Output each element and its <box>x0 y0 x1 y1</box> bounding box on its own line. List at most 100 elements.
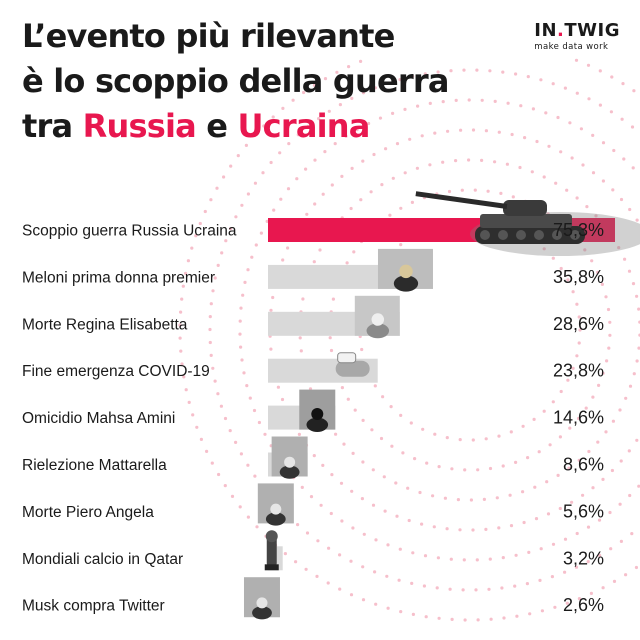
decor-dot <box>514 72 518 76</box>
category-label: Fine emergenza COVID-19 <box>22 363 210 380</box>
decor-dot <box>229 164 233 168</box>
decor-dot <box>278 151 282 155</box>
decor-dot <box>250 255 254 259</box>
decor-dot <box>361 565 365 569</box>
category-label: Morte Piero Angela <box>22 504 154 521</box>
decor-dot <box>394 481 398 485</box>
decor-dot <box>611 188 615 192</box>
decor-dot <box>382 475 386 479</box>
value-label: 14,6% <box>553 408 604 428</box>
decor-dot <box>386 606 390 610</box>
decor-dot <box>272 208 276 212</box>
decor-dot <box>300 485 304 489</box>
decor-dot <box>575 354 579 358</box>
decor-dot <box>471 438 475 442</box>
decor-dot <box>542 247 546 251</box>
decor-dot <box>421 427 425 431</box>
decor-dot <box>579 127 584 131</box>
decor-dot <box>203 209 207 214</box>
decor-dot <box>501 556 505 560</box>
decor-dot <box>471 528 475 532</box>
decor-dot <box>209 353 213 357</box>
decor-dot <box>559 389 563 394</box>
decor-dot <box>180 362 184 366</box>
decor-dot <box>449 557 453 561</box>
decor-dot <box>344 134 348 138</box>
decor-dot <box>390 444 394 448</box>
decor-dot <box>499 191 503 195</box>
decor-dot <box>423 72 427 76</box>
decor-dot <box>399 610 403 614</box>
decor-dot <box>239 452 243 456</box>
decor-dot <box>598 69 602 73</box>
decor-dot <box>385 574 389 578</box>
decor-dot <box>488 557 492 561</box>
decor-dot <box>255 525 259 529</box>
mask-shape <box>337 352 357 364</box>
decor-dot <box>321 463 325 467</box>
decor-dot <box>418 490 422 495</box>
decor-dot <box>186 259 190 263</box>
decor-dot <box>551 82 555 86</box>
decor-dot <box>497 526 501 530</box>
decor-dot <box>476 618 480 622</box>
decor-dot <box>257 420 261 425</box>
decor-dot <box>635 294 639 298</box>
decor-dot <box>546 512 551 516</box>
portrait-head <box>399 264 413 279</box>
decor-dot <box>608 333 612 337</box>
decor-dot <box>611 419 616 423</box>
decor-dot <box>296 133 300 137</box>
decor-dot <box>216 263 220 267</box>
decor-dot <box>574 565 579 569</box>
decor-dot <box>484 129 488 133</box>
decor-dot <box>587 97 591 101</box>
decor-dot <box>238 319 242 323</box>
decor-dot <box>526 456 530 460</box>
decor-dot <box>621 82 625 86</box>
page-title: L’evento più rilevante è lo scoppio dell… <box>22 14 542 149</box>
decor-dot <box>349 559 353 563</box>
decor-dot <box>459 128 463 132</box>
decor-dot <box>391 111 395 115</box>
decor-dot <box>495 496 499 500</box>
decor-dot <box>601 586 605 590</box>
decor-dot <box>306 124 310 128</box>
decor-dot <box>446 129 450 133</box>
decor-dot <box>397 578 401 582</box>
decor-dot <box>286 187 291 191</box>
decor-dot <box>269 160 273 165</box>
decor-dot <box>535 139 539 144</box>
decor-dot <box>304 167 308 171</box>
decor-dot <box>558 435 563 439</box>
decor-dot <box>213 276 217 280</box>
decor-dot <box>522 520 526 525</box>
decor-dot <box>228 429 232 433</box>
decor-dot <box>253 474 257 478</box>
decor-dot <box>601 371 605 375</box>
decor-dot <box>467 158 471 162</box>
decor-dot <box>597 518 602 522</box>
decor-dot <box>184 388 188 392</box>
decor-dot <box>403 107 407 111</box>
decor-dot <box>575 531 579 536</box>
decor-dot <box>488 69 492 73</box>
decor-dot <box>502 616 506 620</box>
decor-dot <box>458 528 462 532</box>
decor-dot <box>209 198 213 202</box>
decor-dot <box>340 174 344 178</box>
decor-dot <box>598 553 602 558</box>
decor-dot <box>350 489 354 493</box>
category-label: Musk compra Twitter <box>22 598 165 615</box>
decor-dot <box>241 293 245 297</box>
decor-dot <box>195 425 199 429</box>
decor-dot <box>563 537 568 541</box>
decor-dot <box>351 451 355 455</box>
decor-dot <box>635 438 639 442</box>
decor-dot <box>612 579 617 584</box>
decor-dot <box>634 565 639 570</box>
decor-dot <box>539 78 543 82</box>
decor-dot <box>545 480 549 484</box>
decor-dot <box>194 234 198 238</box>
tank-wheel <box>534 230 544 240</box>
